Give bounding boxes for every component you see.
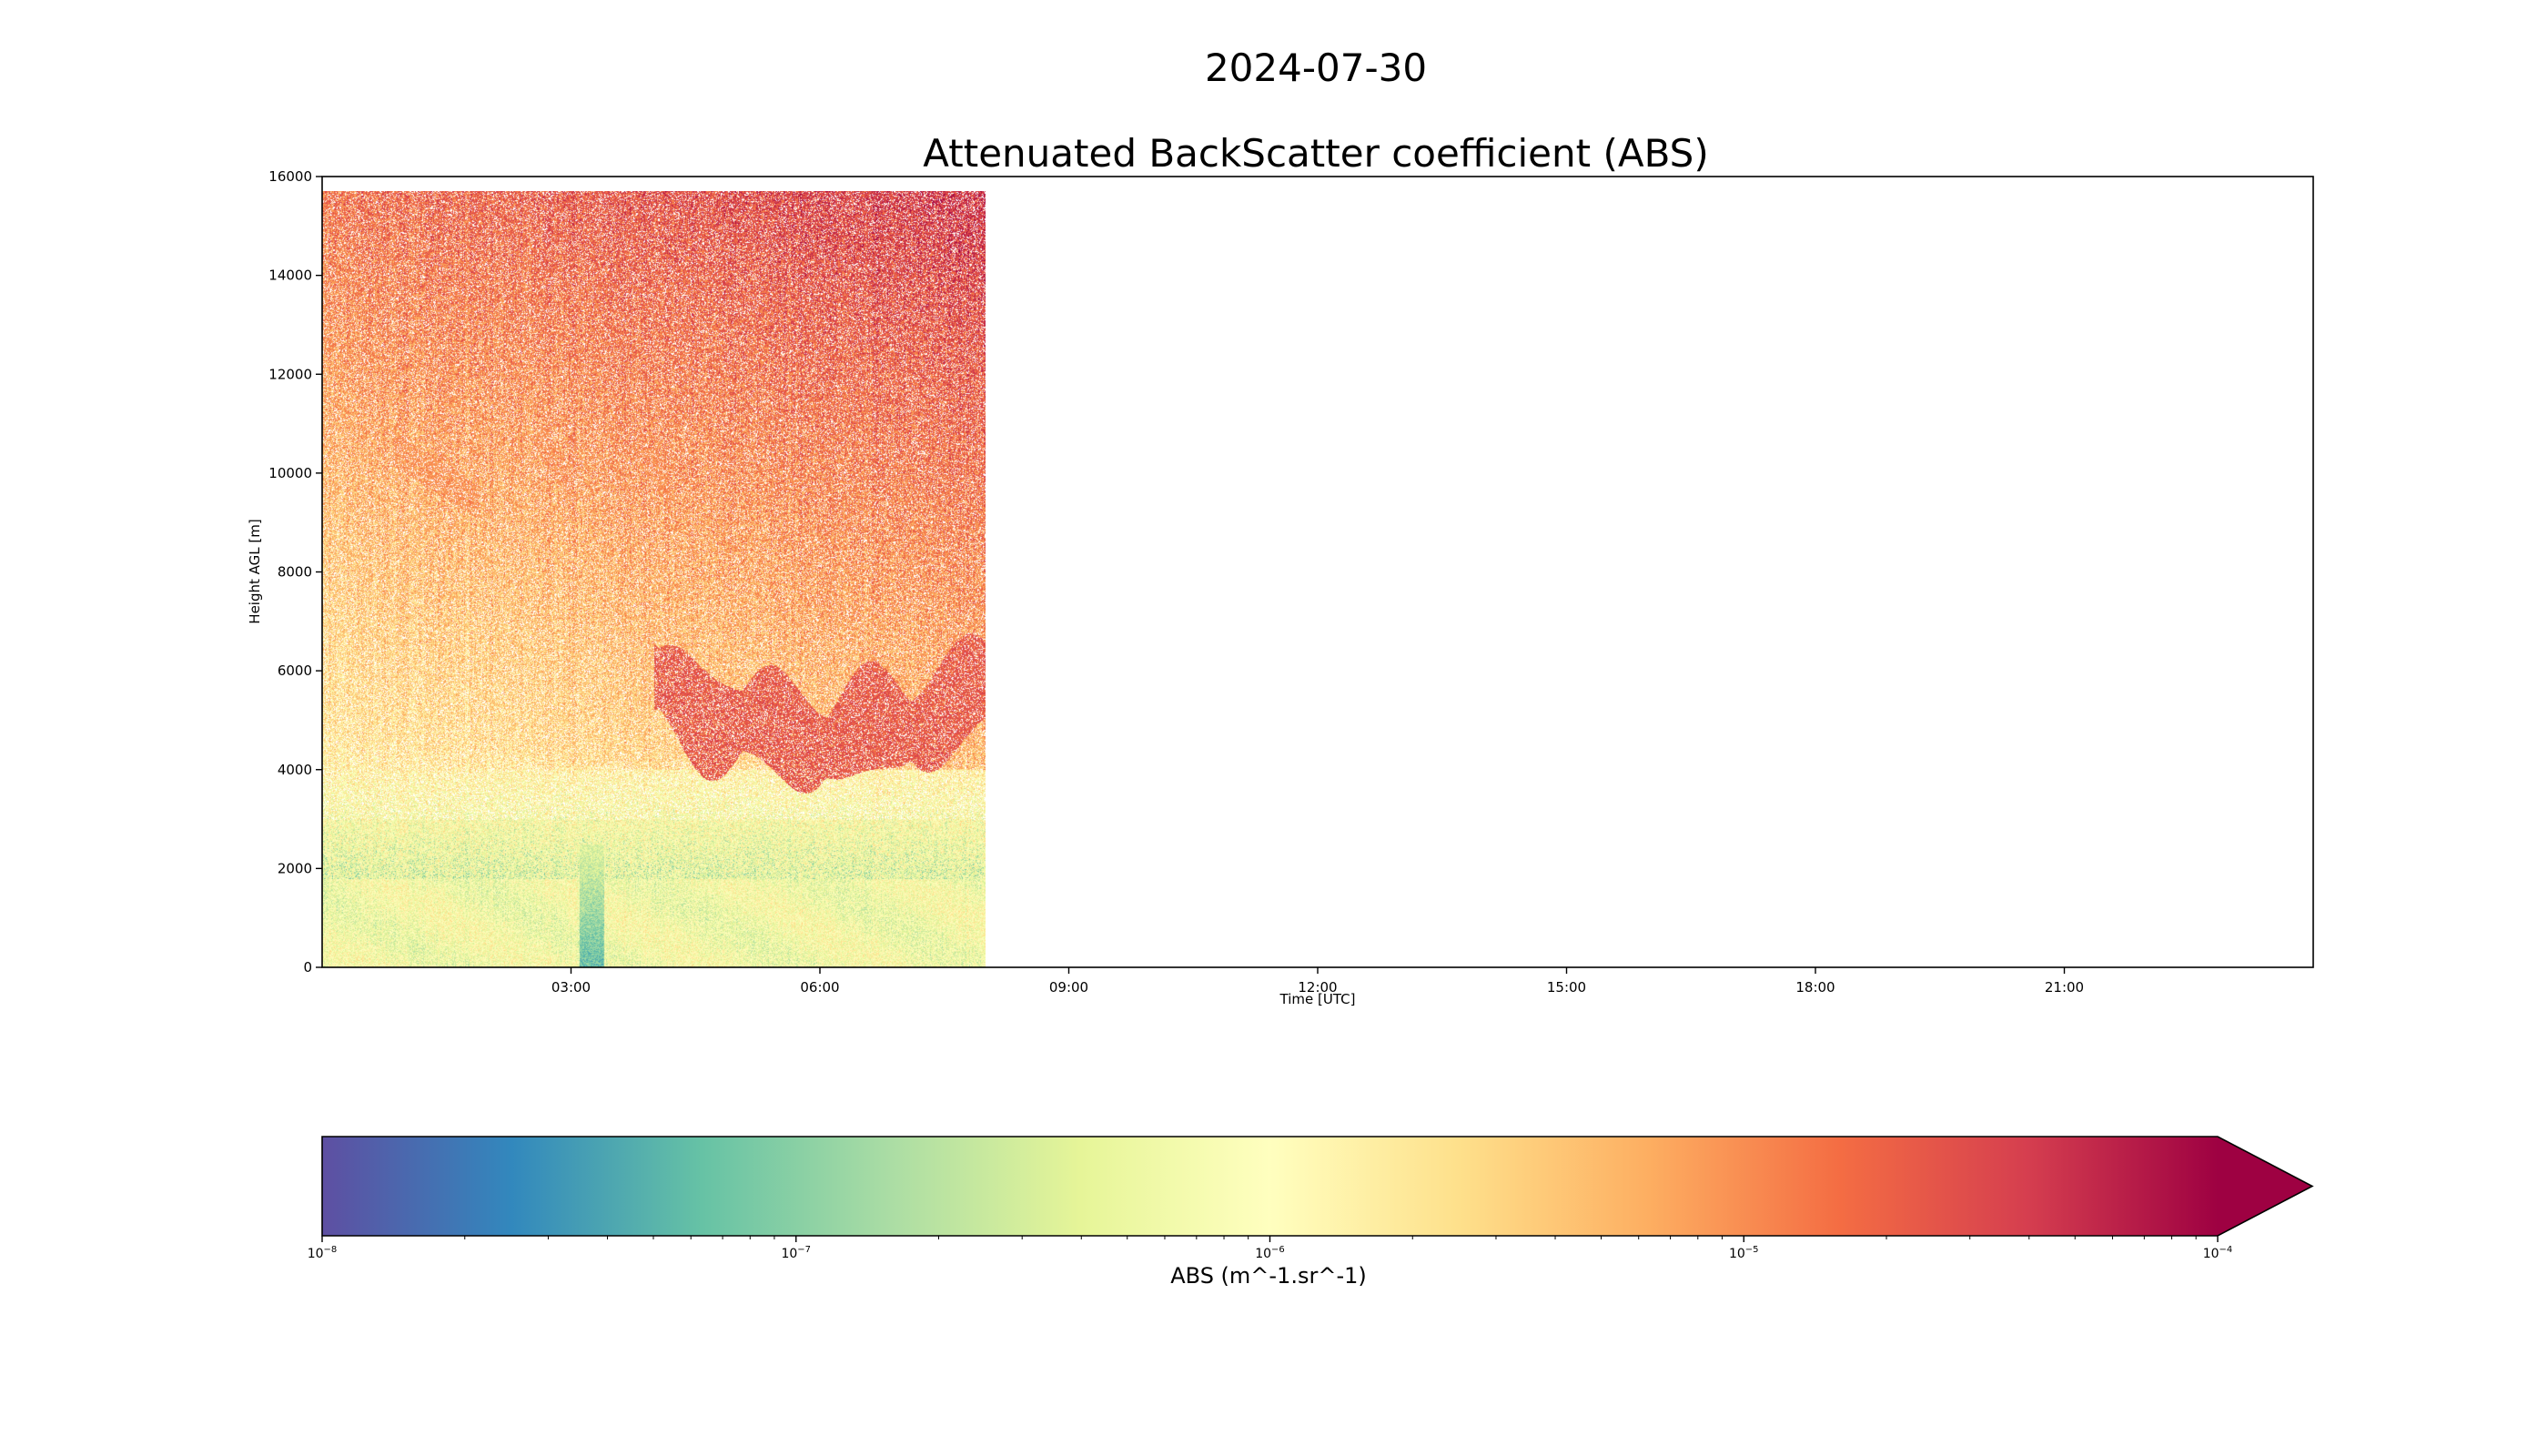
- y-tick-label: 14000: [268, 268, 312, 284]
- x-tick-label: 18:00: [1795, 979, 1835, 996]
- colorbar-extend-max: [2218, 1137, 2312, 1236]
- plot-area: 03:00 06:00 09:00 12:00 15:00 18:00 21:00 0 200…: [268, 168, 2314, 996]
- backscatter-heatmap: [322, 191, 986, 967]
- x-tick-label: 12:00: [1298, 979, 1337, 996]
- figure-suptitle: 2024-07-30: [1205, 46, 1427, 90]
- y-axis-label: Height AGL [m]: [247, 519, 263, 623]
- x-tick-label: 21:00: [2045, 979, 2084, 996]
- x-tick-label: 03:00: [551, 979, 591, 996]
- x-tick-label: 09:00: [1049, 979, 1088, 996]
- x-axis-ticks: 03:00 06:00 09:00 12:00 15:00 18:00 21:00: [551, 967, 2084, 996]
- y-tick-label: 4000: [278, 762, 312, 778]
- colorbar-tick-label: 10−7: [781, 1245, 811, 1261]
- chart-title: Attenuated BackScatter coefficient (ABS): [923, 131, 1708, 176]
- colorbar-tick-label: 10−5: [1729, 1245, 1759, 1261]
- colorbar-tick-label: 10−4: [2203, 1245, 2233, 1261]
- y-tick-label: 12000: [268, 366, 312, 382]
- y-axis-ticks: 0 2000 4000 6000 8000 10000 12000 14000 16000: [268, 168, 322, 976]
- y-tick-label: 16000: [268, 168, 312, 185]
- colorbar-tick-label: 10−6: [1255, 1245, 1285, 1261]
- x-tick-label: 06:00: [800, 979, 839, 996]
- heatmap-raster: [322, 191, 986, 967]
- colorbar-gradient: [322, 1137, 2218, 1236]
- x-tick-label: 15:00: [1547, 979, 1586, 996]
- colorbar-tick-label: 10−8: [308, 1245, 338, 1261]
- y-tick-label: 8000: [278, 564, 312, 581]
- y-tick-label: 6000: [278, 662, 312, 679]
- colorbar: 10−8 10−7 10−6 10−5 10−4: [308, 1136, 2314, 1261]
- colorbar-label: ABS (m^-1.sr^-1): [1170, 1263, 1367, 1289]
- x-axis-label: Time [UTC]: [1279, 991, 1356, 1007]
- y-tick-label: 2000: [278, 860, 312, 876]
- colorbar-ticks: 10−8 10−7 10−6 10−5 10−4: [308, 1236, 2233, 1261]
- y-tick-label: 0: [303, 959, 312, 976]
- colorbar-frame: [321, 1136, 2314, 1237]
- y-tick-label: 10000: [268, 465, 312, 481]
